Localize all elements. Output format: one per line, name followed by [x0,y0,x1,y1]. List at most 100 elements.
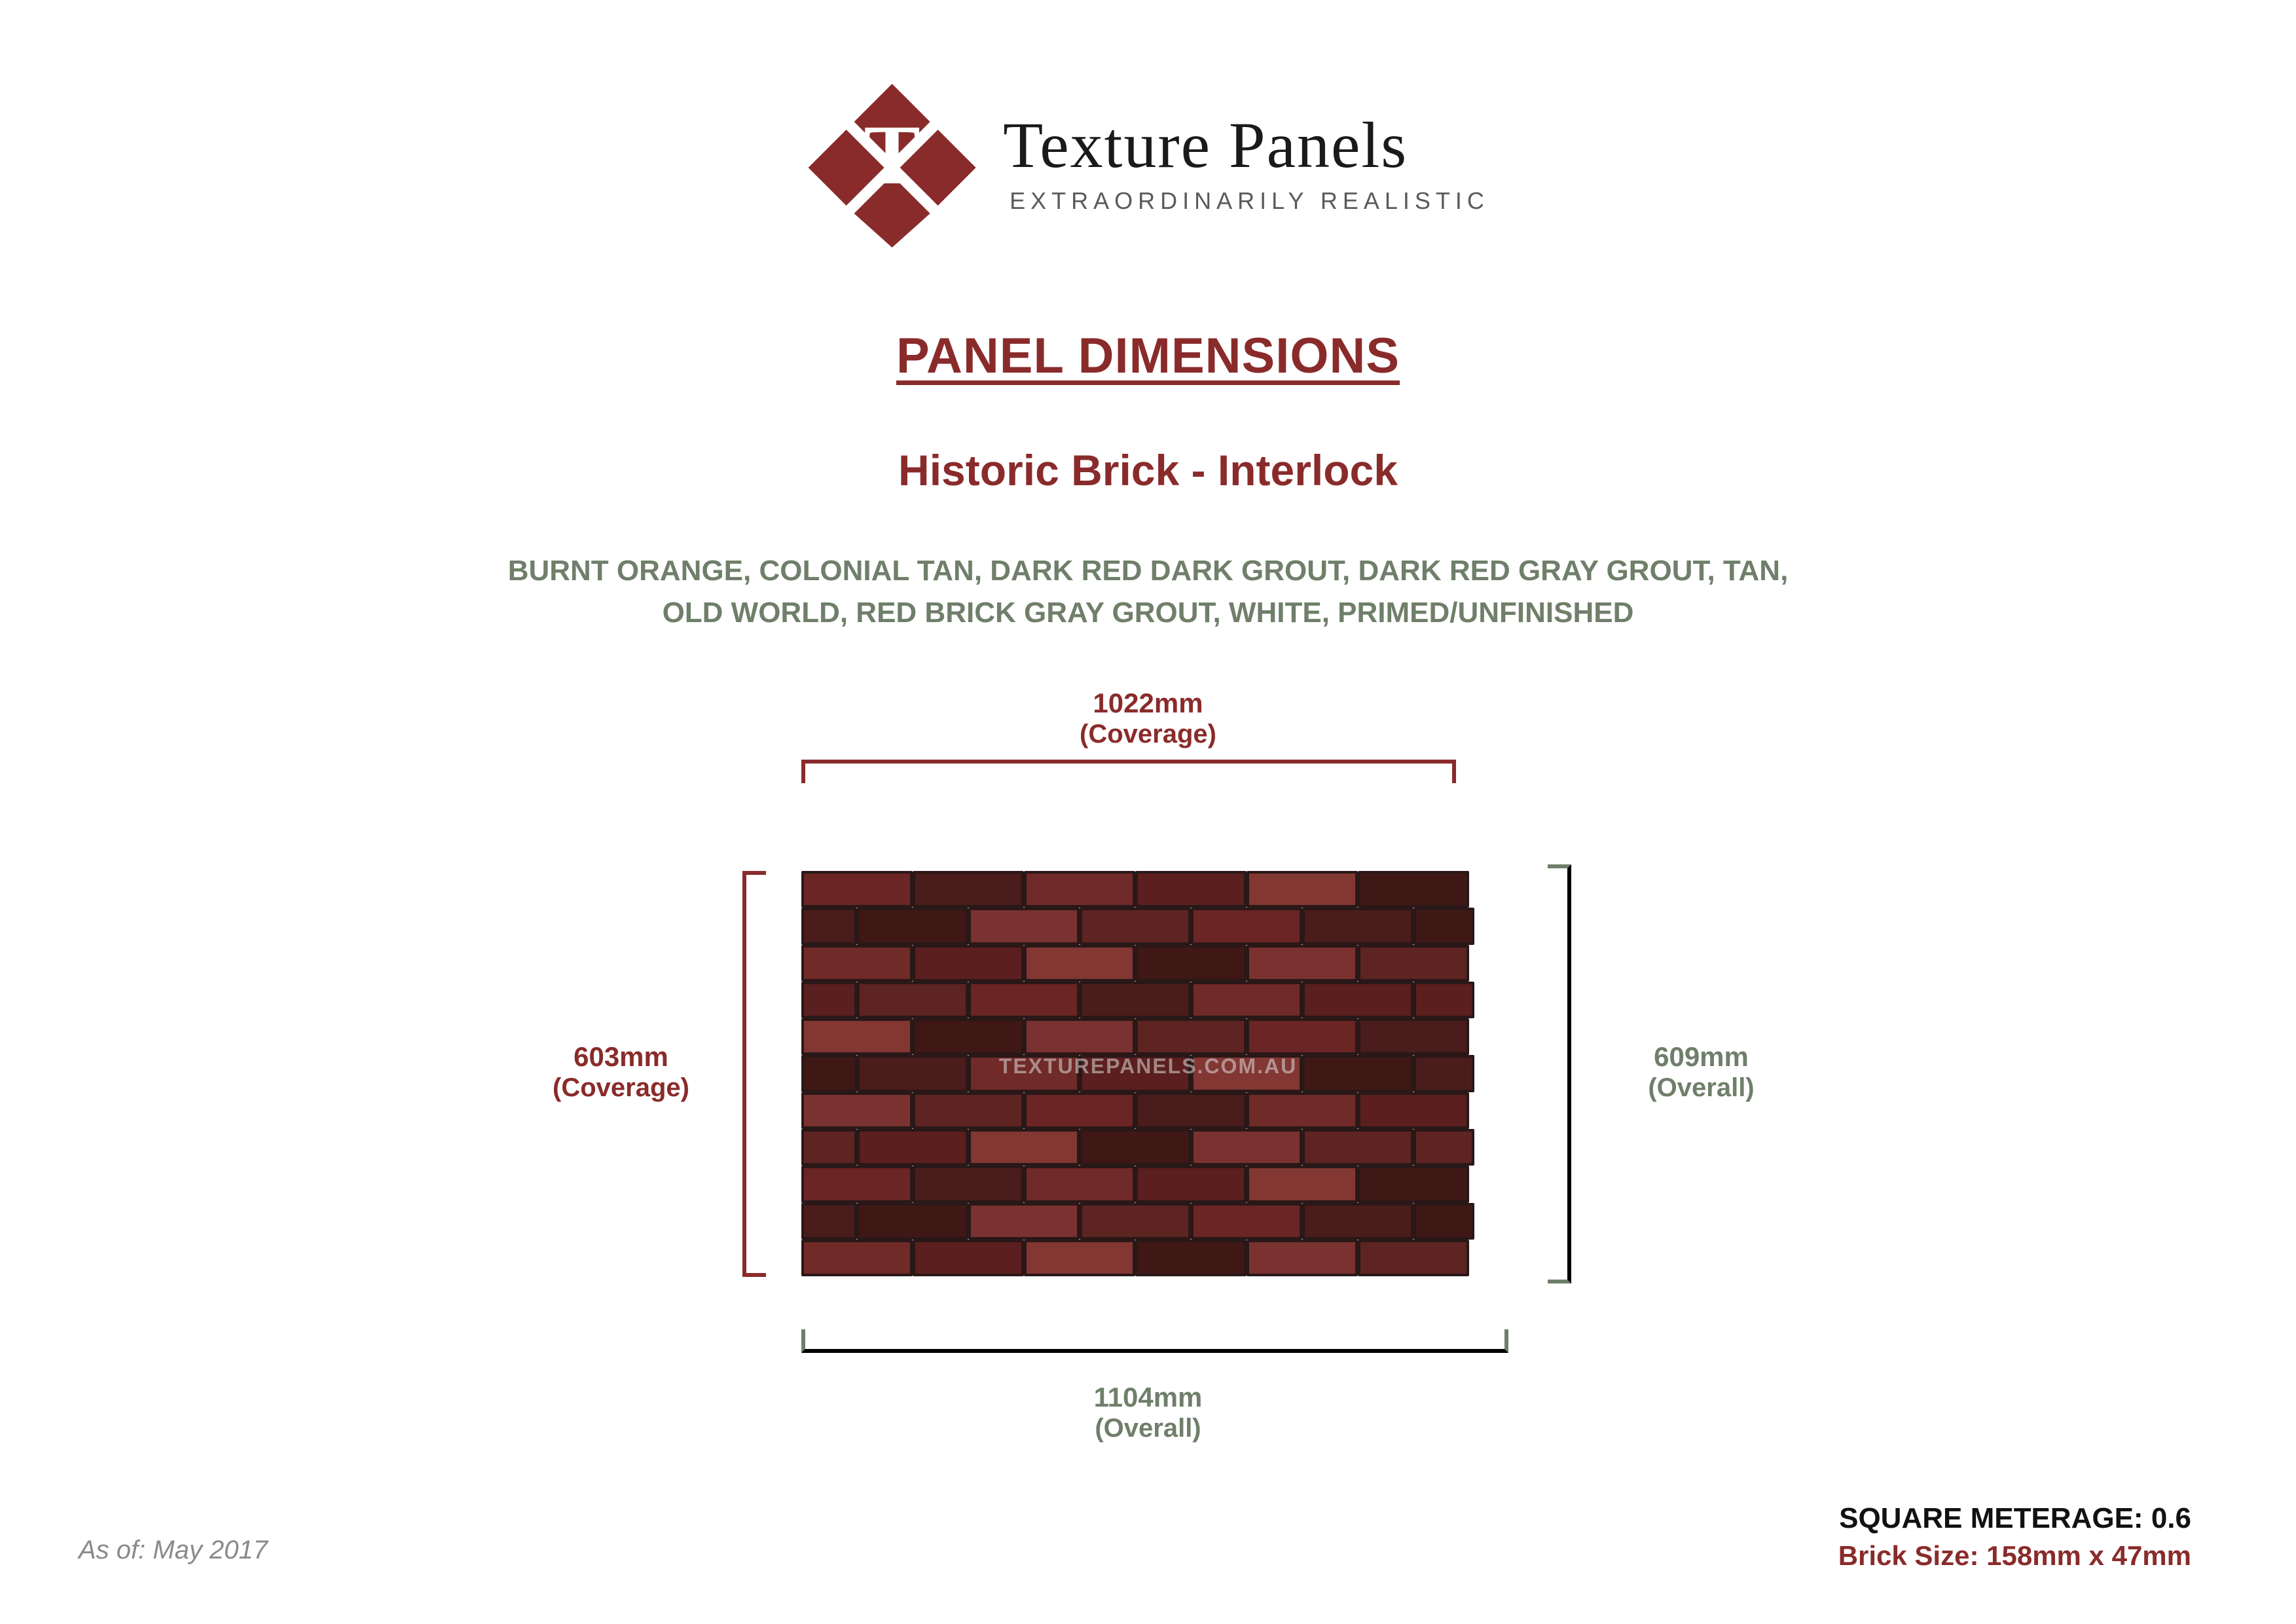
brick [1358,1166,1469,1202]
brick [1024,1018,1135,1055]
brick-interlock-tab [1413,1055,1475,1092]
brick [1135,1092,1247,1129]
brick [1358,1092,1469,1129]
brick [1358,1240,1469,1276]
brick [801,1055,857,1092]
brick [1080,1129,1191,1166]
brick [1247,945,1358,982]
brand-tagline: EXTRAORDINARILY REALISTIC [1010,187,1489,215]
brick [1024,1092,1135,1129]
width-overall-label: 1104mm (Overall) [1094,1382,1203,1443]
brick-row [801,982,1508,1018]
section-title: PANEL DIMENSIONS [896,327,1400,384]
brick [1135,1018,1247,1055]
brick [1080,908,1191,944]
brick [1302,1203,1413,1240]
brick [1302,908,1413,944]
logo-letter: T [864,108,920,202]
width-overall-bracket [801,1329,1508,1353]
brick [1024,1240,1135,1276]
brick [857,1055,968,1092]
brick [1191,1203,1302,1240]
brick [801,1018,913,1055]
brand-text: Texture Panels EXTRAORDINARILY REALISTIC [1003,113,1489,215]
as-of-date: As of: May 2017 [79,1536,268,1565]
brick [1191,1129,1302,1166]
brick-row [801,871,1508,908]
brand-logo-icon: T [807,79,977,249]
brick [801,1166,913,1202]
brick [1247,1240,1358,1276]
brick [801,871,913,908]
brick [801,945,913,982]
brick [913,871,1024,908]
brick [801,908,857,944]
brick [1080,982,1191,1018]
brick-row [801,1092,1508,1129]
height-coverage-label: 603mm (Coverage) [526,1041,716,1103]
brick-row [801,1240,1508,1276]
watermark-text: TEXTUREPANELS.COM.AU [999,1054,1297,1079]
brick-interlock-tab [1413,1129,1475,1166]
brick [913,1092,1024,1129]
brick [913,945,1024,982]
brick [1135,945,1247,982]
product-name: Historic Brick - Interlock [898,445,1398,495]
brick [913,1018,1024,1055]
brick [1191,908,1302,944]
height-coverage-bracket [742,871,766,1277]
brick [913,1240,1024,1276]
brick [1191,982,1302,1018]
height-overall-label: 609mm (Overall) [1607,1041,1796,1103]
brick [913,1166,1024,1202]
brick-row [801,945,1508,982]
brick [801,982,857,1018]
brick-interlock-tab [1413,1203,1475,1240]
color-options-line: OLD WORLD, RED BRICK GRAY GROUT, WHITE, … [297,592,1999,634]
brick [1024,1166,1135,1202]
brick-row [801,1203,1508,1240]
brick [801,1129,857,1166]
brick [1302,1055,1413,1092]
brick [1302,1129,1413,1166]
brick [1358,1018,1469,1055]
brick-row [801,1018,1508,1055]
dimension-diagram: 1022mm (Coverage) 603mm (Coverage) 609mm… [297,688,1999,1473]
brick [1358,945,1469,982]
color-options-line: BURNT ORANGE, COLONIAL TAN, DARK RED DAR… [297,550,1999,592]
square-meterage: SQUARE METERAGE: 0.6 [1838,1502,2191,1535]
brick [1135,1240,1247,1276]
brick [1358,871,1469,908]
brick [857,982,968,1018]
brick [1247,1092,1358,1129]
brick [968,908,1080,944]
brick-row [801,1166,1508,1202]
brick-interlock-tab [1413,982,1475,1018]
color-options: BURNT ORANGE, COLONIAL TAN, DARK RED DAR… [297,550,1999,634]
brick [968,1129,1080,1166]
brick-interlock-tab [1413,908,1475,944]
brick [801,1092,913,1129]
brick [1135,1166,1247,1202]
brick [1247,1018,1358,1055]
brick-size: Brick Size: 158mm x 47mm [1838,1540,2191,1572]
brick [1024,871,1135,908]
footer-specs: SQUARE METERAGE: 0.6 Brick Size: 158mm x… [1838,1502,2191,1572]
brick [968,1203,1080,1240]
brick [857,908,968,944]
brick [1302,982,1413,1018]
brand-name: Texture Panels [1003,113,1489,178]
brick [1135,871,1247,908]
brand-logo-block: T Texture Panels EXTRAORDINARILY REALIST… [807,79,1489,249]
width-coverage-label: 1022mm (Coverage) [1080,688,1216,749]
brick-row [801,908,1508,944]
brick [801,1203,857,1240]
brick [857,1129,968,1166]
brick [1247,871,1358,908]
height-overall-bracket [1548,864,1571,1283]
brick-row [801,1129,1508,1166]
width-coverage-bracket [801,760,1456,783]
brick [968,982,1080,1018]
brick [1080,1203,1191,1240]
brick [857,1203,968,1240]
